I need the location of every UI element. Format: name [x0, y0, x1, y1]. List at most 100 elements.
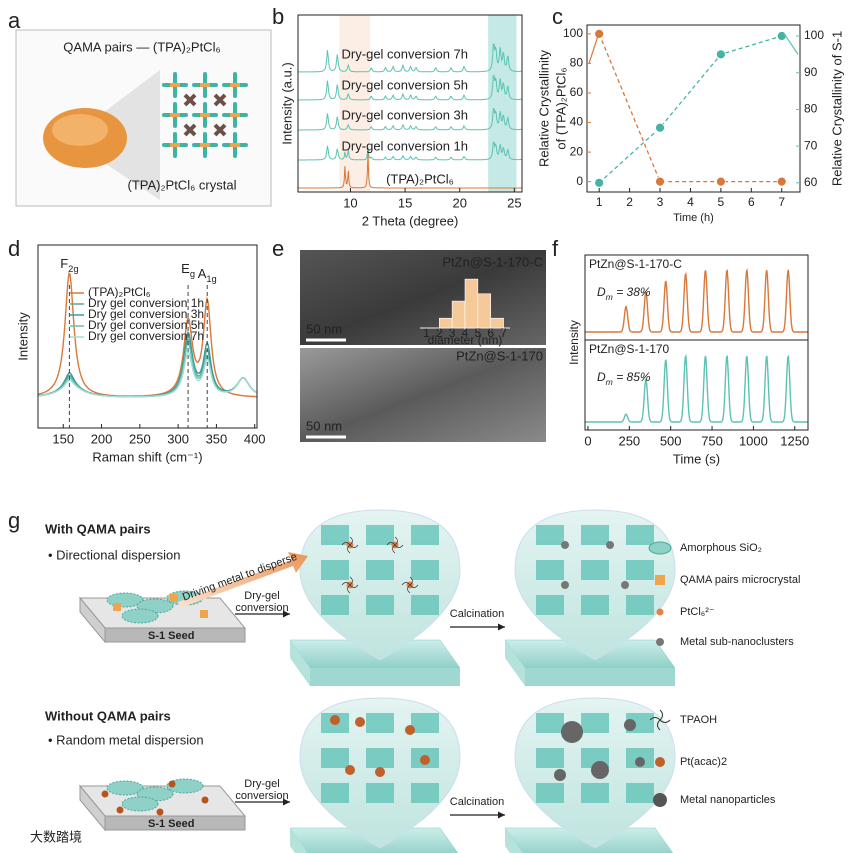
scheme-note: • Directional dispersion	[48, 547, 180, 562]
pore-block	[321, 783, 349, 803]
zoom-cone	[100, 70, 160, 200]
panel-label: d	[8, 236, 20, 261]
pt-acac	[116, 806, 124, 814]
raman-trace	[37, 350, 258, 398]
label-sub: g	[190, 269, 195, 279]
x-tick-label: 250	[618, 433, 640, 448]
bar-orange	[200, 143, 210, 147]
legend-label: Dry gel conversion 7h	[88, 329, 204, 343]
bar-orange	[230, 113, 240, 117]
step-label: conversion	[235, 602, 288, 614]
panel-label: f	[552, 236, 559, 261]
trace-label: Dry-gel conversion 3h	[342, 107, 468, 122]
zoom-balloon	[514, 509, 676, 661]
qama-crystal	[200, 610, 208, 618]
pore-block	[626, 525, 654, 545]
nanoparticle	[591, 761, 609, 779]
pt-acac	[101, 790, 109, 798]
scheme-title: With QAMA pairs	[45, 521, 151, 536]
legend-icon	[648, 541, 672, 555]
arrow-head	[498, 811, 505, 819]
legend-label: PtCl₆²⁻	[680, 606, 715, 618]
sio2-particle	[106, 780, 144, 796]
lattice	[162, 72, 248, 158]
trace-label: Dry-gel conversion 5h	[342, 77, 468, 92]
x-tick-label: 5	[718, 195, 725, 209]
y-axis-label: of (TPA)₂PtCl₆	[553, 67, 568, 149]
pore-block	[366, 783, 394, 803]
tpa-chain	[386, 536, 404, 554]
sio2-particle	[121, 608, 159, 624]
legend-icon	[656, 608, 664, 616]
arrow-head	[283, 610, 290, 618]
signal-trace	[585, 267, 808, 333]
panel-a-title: QAMA pairs — (TPA)₂PtCl₆	[63, 39, 220, 54]
axes-frame	[37, 244, 258, 429]
cross	[183, 93, 197, 107]
trace-label: Dry-gel conversion 7h	[342, 46, 468, 61]
inset-tick-label: 3	[449, 326, 456, 340]
trace-label: (TPA)₂PtCl₆	[386, 171, 454, 186]
inset-tick-label: 7	[500, 326, 507, 340]
x-tick-label: 150	[52, 431, 74, 446]
point	[655, 176, 665, 187]
y-axis-label: Intensity	[567, 320, 581, 365]
pt-acac	[355, 717, 365, 727]
y2-tick-label: 60	[804, 175, 818, 189]
legend-icon	[649, 709, 671, 731]
label: Eg	[181, 261, 195, 279]
legend-label: QAMA pairs microcrystal	[680, 574, 800, 586]
inset-tick-label: 1	[423, 326, 430, 340]
label-rest: = 38%	[613, 285, 651, 299]
legend-label: TPAOH	[680, 714, 717, 726]
label-sub: 1g	[206, 274, 216, 284]
step-label: Calcination	[450, 796, 504, 808]
pt-acac	[156, 808, 164, 816]
x-tick-label: 300	[167, 431, 189, 446]
image-label: PtZn@S-1-170-C	[442, 254, 543, 269]
arrow	[782, 32, 799, 55]
pore-block	[536, 560, 564, 580]
x-tick-label: 500	[660, 433, 682, 448]
inset-axis-label: diameter (nm)	[428, 333, 503, 347]
pore-block	[411, 560, 439, 580]
label-sub: m	[606, 292, 613, 302]
y2-tick-label: 80	[804, 102, 818, 116]
scale-label: 50 nm	[306, 321, 342, 336]
x-tick-label: 2	[626, 195, 633, 209]
pore-block	[581, 595, 609, 615]
pore-block	[536, 748, 564, 768]
xrd-trace	[298, 74, 523, 101]
point	[715, 49, 726, 60]
bar-orange	[200, 113, 210, 117]
xrd-trace	[298, 141, 523, 161]
point	[776, 176, 787, 187]
legend-label: Dry gel conversion 5h	[88, 318, 204, 332]
pt-acac	[201, 796, 209, 804]
pore-block	[411, 525, 439, 545]
slab-end	[290, 828, 308, 853]
panel-label: g	[8, 508, 20, 533]
pt-acac	[405, 725, 415, 735]
axes-frame	[586, 24, 801, 193]
seed-label: S-1 Seed	[148, 818, 194, 830]
x-tick-label: 6	[748, 195, 755, 209]
xrd-trace	[298, 107, 523, 131]
legend-icon	[655, 757, 665, 767]
bar-orange	[170, 83, 180, 87]
point	[594, 177, 605, 188]
pore-block	[581, 525, 609, 545]
legend-icon	[653, 793, 667, 807]
pore-block	[411, 595, 439, 615]
x-axis-label: Raman shift (cm⁻¹)	[92, 449, 202, 464]
inset-tick-label: 4	[462, 326, 469, 340]
legend-label: Metal sub-nanoclusters	[680, 636, 794, 648]
pt-acac	[420, 755, 430, 765]
x-axis-label: Time (h)	[673, 212, 714, 224]
arrow-head	[283, 798, 290, 806]
y-axis-label: Intensity (a.u.)	[279, 62, 294, 144]
panel-a-caption: (TPA)₂PtCl₆ crystal	[128, 177, 237, 192]
x-axis-label: Time (s)	[673, 451, 720, 466]
panel-label: a	[8, 8, 21, 33]
point	[776, 31, 787, 41]
